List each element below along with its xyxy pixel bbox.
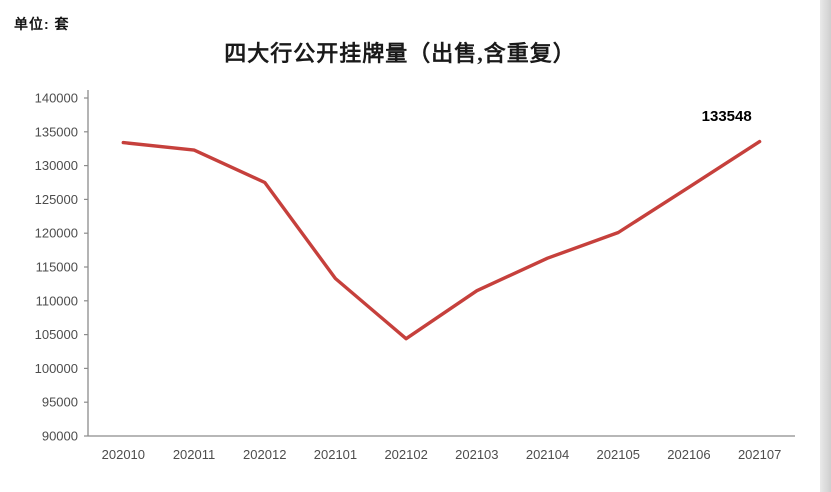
svg-text:202107: 202107 xyxy=(738,447,781,462)
svg-text:202012: 202012 xyxy=(243,447,286,462)
svg-text:110000: 110000 xyxy=(36,293,78,308)
svg-text:202011: 202011 xyxy=(173,447,215,462)
svg-text:120000: 120000 xyxy=(35,226,78,241)
svg-text:202104: 202104 xyxy=(526,447,569,462)
svg-text:140000: 140000 xyxy=(35,91,78,106)
svg-text:125000: 125000 xyxy=(35,192,78,207)
unit-label: 单位: 套 xyxy=(14,16,70,32)
svg-text:202102: 202102 xyxy=(384,447,427,462)
last-point-data-label: 133548 xyxy=(701,107,752,125)
svg-text:202101: 202101 xyxy=(314,447,357,462)
svg-text:95000: 95000 xyxy=(42,395,78,410)
svg-text:135000: 135000 xyxy=(35,124,78,139)
chart-title: 四大行公开挂牌量（出售,含重复） xyxy=(224,41,576,66)
svg-text:105000: 105000 xyxy=(35,327,78,342)
svg-text:202010: 202010 xyxy=(102,447,145,462)
svg-text:202106: 202106 xyxy=(667,447,710,462)
svg-text:202103: 202103 xyxy=(455,447,498,462)
svg-text:90000: 90000 xyxy=(42,429,78,444)
svg-text:115000: 115000 xyxy=(36,260,78,275)
svg-text:100000: 100000 xyxy=(35,361,78,376)
page-edge-strip xyxy=(820,0,831,492)
svg-text:130000: 130000 xyxy=(35,158,78,173)
svg-text:202105: 202105 xyxy=(597,447,640,462)
